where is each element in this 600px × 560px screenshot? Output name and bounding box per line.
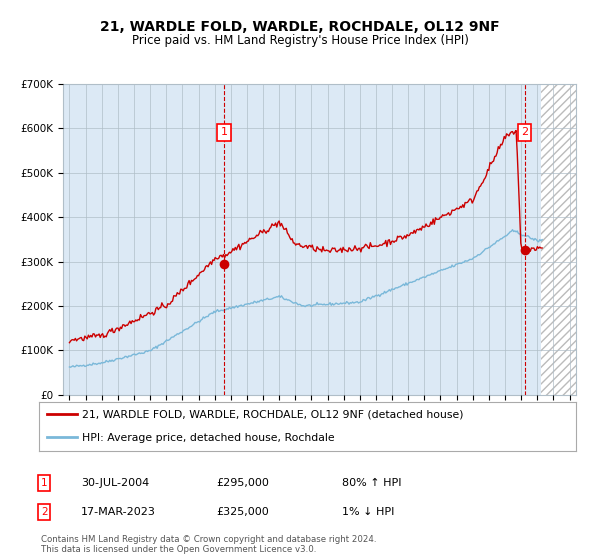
Text: Contains HM Land Registry data © Crown copyright and database right 2024.
This d: Contains HM Land Registry data © Crown c… [41, 535, 376, 554]
Text: 17-MAR-2023: 17-MAR-2023 [81, 507, 156, 517]
Text: Price paid vs. HM Land Registry's House Price Index (HPI): Price paid vs. HM Land Registry's House … [131, 34, 469, 46]
Text: 1% ↓ HPI: 1% ↓ HPI [342, 507, 394, 517]
Text: 1: 1 [220, 127, 227, 137]
Text: £325,000: £325,000 [216, 507, 269, 517]
Text: 21, WARDLE FOLD, WARDLE, ROCHDALE, OL12 9NF (detached house): 21, WARDLE FOLD, WARDLE, ROCHDALE, OL12 … [82, 410, 463, 420]
Text: 1: 1 [41, 478, 47, 488]
Text: £295,000: £295,000 [216, 478, 269, 488]
Text: HPI: Average price, detached house, Rochdale: HPI: Average price, detached house, Roch… [82, 433, 335, 443]
Text: 2: 2 [521, 127, 528, 137]
Text: 30-JUL-2004: 30-JUL-2004 [81, 478, 149, 488]
Text: 80% ↑ HPI: 80% ↑ HPI [342, 478, 401, 488]
Bar [541, 84, 600, 395]
Text: 2: 2 [41, 507, 47, 517]
Text: 21, WARDLE FOLD, WARDLE, ROCHDALE, OL12 9NF: 21, WARDLE FOLD, WARDLE, ROCHDALE, OL12 … [100, 20, 500, 34]
